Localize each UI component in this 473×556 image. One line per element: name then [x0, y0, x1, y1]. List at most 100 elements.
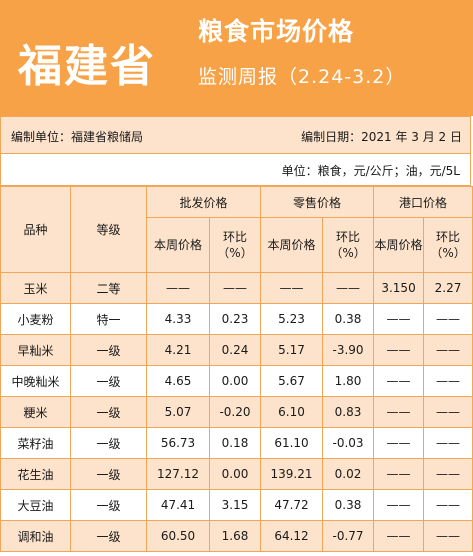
cell-port-ratio: 2.27 [423, 272, 473, 304]
cell-retail-price: 5.17 [260, 334, 324, 366]
province-title: 福建省 [18, 41, 156, 92]
cell-retail-ratio: -0.03 [322, 427, 375, 459]
cell-retail-ratio: -3.90 [322, 334, 375, 366]
cell-retail-ratio: 0.83 [322, 396, 375, 428]
col-port-price: 本周价格 [373, 217, 425, 273]
cell-port-price: —— [373, 396, 425, 428]
col-retail: 零售价格 [260, 186, 375, 218]
col-wholesale: 批发价格 [145, 186, 262, 218]
cell-retail-ratio: 1.80 [322, 365, 375, 397]
cell-retail-ratio: 0.38 [322, 303, 375, 335]
cell-port-ratio: —— [423, 396, 473, 428]
cell-wholesale-price: 4.65 [146, 365, 210, 397]
table-row: 中晚籼米 一级 4.65 0.00 5.67 1.80 —— —— [0, 365, 473, 397]
meta-bar: 编制单位：福建省粮储局 编制日期：2021 年 3 月 2 日 [0, 116, 471, 154]
cell-wholesale-ratio: 0.00 [208, 458, 262, 490]
cell-wholesale-price: 5.07 [146, 396, 210, 428]
cell-variety: 菜籽油 [0, 427, 71, 459]
report-subtitle: 监测周报（2.24-3.2） [198, 66, 406, 88]
cell-port-price: —— [373, 334, 425, 366]
compiler-label: 编制单位：福建省粮储局 [11, 130, 144, 144]
cell-variety: 花生油 [0, 458, 71, 490]
cell-retail-price: 6.10 [260, 396, 324, 428]
unit-label: 单位：粮食，元/公斤；油，元/5L [281, 164, 460, 178]
table-row: 大豆油 一级 47.41 3.15 47.72 0.38 —— —— [0, 489, 473, 521]
col-wholesale-price: 本周价格 [146, 217, 210, 273]
cell-retail-price: 47.72 [260, 489, 324, 521]
cell-wholesale-price: 56.73 [146, 427, 210, 459]
table-row: 花生油 一级 127.12 0.00 139.21 0.02 —— —— [0, 458, 473, 490]
table-row: 粳米 一级 5.07 -0.20 6.10 0.83 —— —— [0, 396, 473, 428]
cell-wholesale-price: 47.41 [146, 489, 210, 521]
cell-port-ratio: —— [423, 334, 473, 366]
cell-port-price: —— [373, 427, 425, 459]
cell-port-price: —— [373, 303, 425, 335]
cell-retail-price: 139.21 [260, 458, 324, 490]
cell-grade: 一级 [70, 427, 147, 459]
cell-port-price: —— [373, 458, 425, 490]
cell-variety: 大豆油 [0, 489, 71, 521]
cell-port-ratio: —— [423, 458, 473, 490]
cell-wholesale-ratio: 0.23 [208, 303, 262, 335]
cell-retail-price: 5.67 [260, 365, 324, 397]
cell-port-price: —— [373, 365, 425, 397]
col-retail-ratio: 环比（%） [322, 217, 375, 273]
cell-grade: 一级 [70, 365, 147, 397]
cell-grade: 一级 [70, 489, 147, 521]
cell-wholesale-price: 4.33 [146, 303, 210, 335]
col-port: 港口价格 [373, 186, 473, 218]
cell-retail-ratio: 0.02 [322, 458, 375, 490]
table-row: 菜籽油 一级 56.73 0.18 61.10 -0.03 —— —— [0, 427, 473, 459]
cell-retail-price: 61.10 [260, 427, 324, 459]
cell-port-price: —— [373, 489, 425, 521]
cell-wholesale-ratio: 1.68 [208, 520, 262, 552]
table-row: 调和油 一级 60.50 1.68 64.12 -0.77 —— —— [0, 520, 473, 552]
date-label: 编制日期：2021 年 3 月 2 日 [301, 130, 462, 144]
cell-port-ratio: —— [423, 489, 473, 521]
cell-variety: 粳米 [0, 396, 71, 428]
cell-grade: 一级 [70, 520, 147, 552]
table-row: 早籼米 一级 4.21 0.24 5.17 -3.90 —— —— [0, 334, 473, 366]
header-banner: 福建省 粮食市场价格 监测周报（2.24-3.2） [0, 0, 473, 116]
cell-wholesale-price: 4.21 [146, 334, 210, 366]
report-title: 粮食市场价格 [198, 17, 355, 46]
cell-wholesale-ratio: —— [208, 272, 262, 304]
cell-wholesale-ratio: 0.00 [208, 365, 262, 397]
cell-variety: 早籼米 [0, 334, 71, 366]
cell-retail-ratio: 0.38 [322, 489, 375, 521]
cell-port-ratio: —— [423, 520, 473, 552]
cell-wholesale-ratio: 3.15 [208, 489, 262, 521]
cell-retail-ratio: —— [322, 272, 375, 304]
cell-wholesale-ratio: -0.20 [208, 396, 262, 428]
price-table: 品种 等级 批发价格 零售价格 港口价格 本周价格 环比（%） 本周价格 环比（… [0, 186, 473, 552]
unit-bar: 单位：粮食，元/公斤；油，元/5L [0, 154, 471, 186]
col-retail-price: 本周价格 [260, 217, 324, 273]
cell-retail-ratio: -0.77 [322, 520, 375, 552]
cell-variety: 调和油 [0, 520, 71, 552]
table-row: 小麦粉 特一 4.33 0.23 5.23 0.38 —— —— [0, 303, 473, 335]
cell-retail-price: —— [260, 272, 324, 304]
cell-retail-price: 64.12 [260, 520, 324, 552]
cell-variety: 小麦粉 [0, 303, 71, 335]
cell-grade: 特一 [70, 303, 147, 335]
cell-port-ratio: —— [423, 365, 473, 397]
cell-wholesale-price: —— [146, 272, 210, 304]
cell-grade: 二等 [70, 272, 147, 304]
cell-port-price: 3.150 [373, 272, 425, 304]
subheader-row: 本周价格 环比（%） 本周价格 环比（%） 本周价格 环比（%） [1, 217, 473, 273]
cell-retail-price: 5.23 [260, 303, 324, 335]
cell-wholesale-price: 127.12 [146, 458, 210, 490]
cell-port-ratio: —— [423, 427, 473, 459]
table-row: 玉米 二等 —— —— —— —— 3.150 2.27 [0, 272, 473, 304]
cell-wholesale-price: 60.50 [146, 520, 210, 552]
col-wholesale-ratio: 环比（%） [208, 217, 262, 273]
header-row: 品种 等级 批发价格 零售价格 港口价格 [0, 186, 473, 273]
col-port-ratio: 环比（%） [423, 217, 473, 273]
cell-wholesale-ratio: 0.18 [208, 427, 262, 459]
cell-grade: 一级 [70, 396, 147, 428]
cell-grade: 一级 [70, 458, 147, 490]
col-grade: 等级 [70, 186, 147, 273]
cell-variety: 中晚籼米 [0, 365, 71, 397]
cell-variety: 玉米 [0, 272, 71, 304]
